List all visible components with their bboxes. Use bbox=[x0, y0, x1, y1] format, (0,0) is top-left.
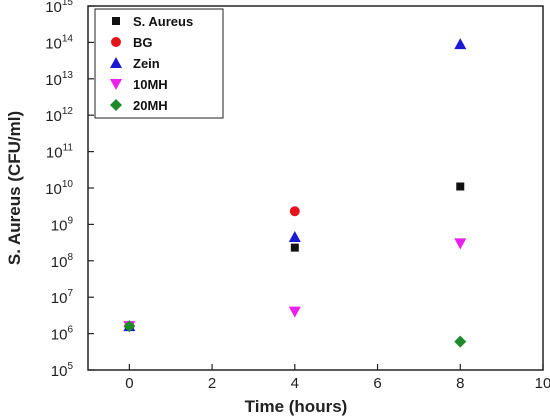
legend-marker bbox=[111, 37, 121, 47]
y-tick-exponent: 5 bbox=[67, 361, 73, 372]
y-tick-label: 107 bbox=[51, 288, 74, 307]
y-tick-exponent: 15 bbox=[62, 0, 74, 8]
y-tick-label: 1013 bbox=[45, 70, 73, 89]
legend-marker bbox=[110, 79, 122, 90]
legend-marker bbox=[110, 57, 122, 68]
y-tick-base: 10 bbox=[46, 145, 63, 162]
y-tick-exponent: 8 bbox=[67, 252, 73, 263]
y-tick-base: 10 bbox=[51, 217, 68, 234]
x-tick-label: 10 bbox=[535, 375, 550, 392]
y-tick-label: 109 bbox=[51, 215, 74, 234]
legend-label: BG bbox=[133, 35, 153, 50]
data-point bbox=[456, 182, 465, 191]
y-tick-base: 10 bbox=[51, 327, 68, 344]
y-tick-base: 10 bbox=[45, 108, 62, 125]
x-tick-label: 0 bbox=[125, 375, 133, 392]
x-tick-label: 4 bbox=[291, 375, 299, 392]
data-point bbox=[289, 206, 300, 217]
data-point bbox=[288, 231, 301, 243]
y-tick-label: 1012 bbox=[45, 106, 73, 125]
y-tick-label: 1011 bbox=[46, 143, 74, 162]
y-tick-exponent: 7 bbox=[67, 288, 73, 299]
y-tick-label: 105 bbox=[51, 361, 74, 380]
y-tick-base: 10 bbox=[51, 290, 68, 307]
y-tick-base: 10 bbox=[45, 72, 62, 89]
y-tick-exponent: 13 bbox=[62, 70, 74, 81]
y-tick-exponent: 9 bbox=[67, 215, 73, 226]
y-tick-label: 1010 bbox=[45, 179, 73, 198]
y-tick-base: 10 bbox=[51, 254, 68, 271]
legend-marker bbox=[112, 17, 120, 25]
legend: S. Aureus BG Zein 10MH 20MH bbox=[94, 8, 224, 119]
legend-marker bbox=[110, 99, 122, 111]
x-tick-label: 6 bbox=[373, 375, 381, 392]
legend-label: S. Aureus bbox=[133, 14, 193, 29]
y-tick-label: 1015 bbox=[45, 0, 73, 16]
y-tick-exponent: 10 bbox=[62, 179, 74, 190]
x-axis-label: Time (hours) bbox=[245, 397, 348, 416]
legend-label: Zein bbox=[133, 56, 160, 71]
y-tick-exponent: 12 bbox=[62, 106, 74, 117]
data-point bbox=[123, 320, 136, 333]
data-point bbox=[454, 38, 467, 50]
data-points bbox=[123, 38, 467, 348]
x-tick-label: 8 bbox=[456, 375, 464, 392]
x-axis-ticks: 0 2 4 6 8 10 bbox=[125, 364, 550, 392]
data-point bbox=[290, 243, 299, 252]
y-tick-base: 10 bbox=[51, 363, 68, 380]
legend-label: 10MH bbox=[133, 77, 168, 92]
y-tick-label: 106 bbox=[51, 325, 74, 344]
data-point bbox=[288, 306, 301, 318]
y-tick-exponent: 6 bbox=[67, 325, 73, 336]
x-tick-label: 2 bbox=[208, 375, 216, 392]
y-tick-base: 10 bbox=[45, 0, 62, 16]
y-tick-exponent: 11 bbox=[63, 143, 74, 154]
y-tick-exponent: 14 bbox=[62, 33, 74, 44]
y-tick-base: 10 bbox=[45, 35, 62, 52]
data-point bbox=[454, 335, 467, 348]
y-tick-base: 10 bbox=[45, 181, 62, 198]
y-tick-label: 1014 bbox=[45, 33, 73, 52]
y-axis-label: S. Aureus (CFU/ml) bbox=[5, 111, 24, 265]
legend-label: 20MH bbox=[133, 98, 168, 113]
data-point bbox=[454, 238, 467, 250]
y-tick-label: 108 bbox=[51, 252, 74, 271]
